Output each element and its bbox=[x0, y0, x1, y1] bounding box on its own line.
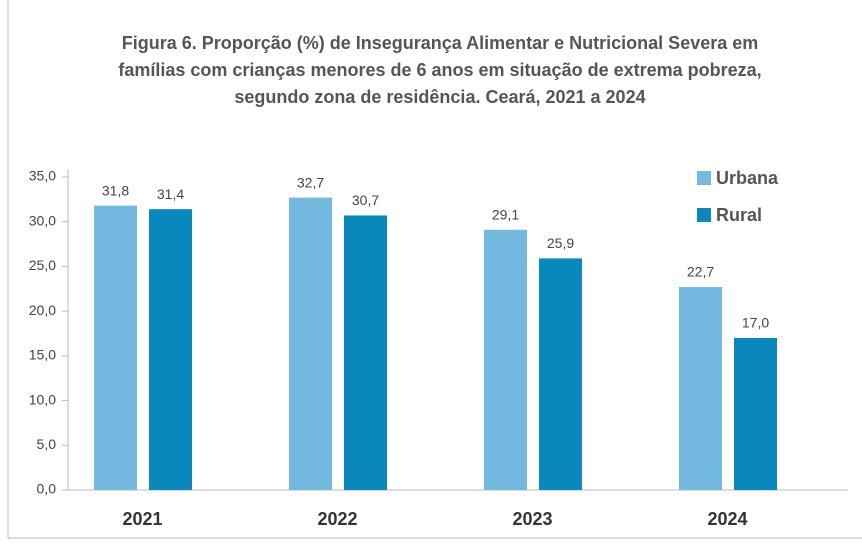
bar bbox=[344, 215, 387, 490]
data-label: 17,0 bbox=[742, 315, 769, 331]
legend-swatch bbox=[697, 208, 711, 222]
data-label: 31,8 bbox=[102, 182, 129, 198]
y-tick-label: 30,0 bbox=[29, 212, 56, 228]
x-tick-label: 2024 bbox=[707, 509, 747, 529]
bar bbox=[149, 209, 192, 491]
data-label: 30,7 bbox=[352, 192, 379, 208]
data-label: 29,1 bbox=[492, 206, 519, 222]
x-tick-label: 2023 bbox=[512, 509, 552, 529]
data-label: 22,7 bbox=[687, 264, 714, 280]
bar bbox=[539, 258, 582, 490]
bar bbox=[734, 337, 777, 490]
y-tick-label: 5,0 bbox=[37, 436, 57, 452]
y-tick-label: 20,0 bbox=[29, 302, 56, 318]
y-tick-label: 10,0 bbox=[29, 391, 56, 407]
chart-title: Figura 6. Proporção (%) de Insegurança A… bbox=[118, 33, 762, 107]
bar bbox=[289, 197, 332, 490]
data-label: 25,9 bbox=[547, 235, 574, 251]
bar bbox=[679, 286, 722, 490]
data-label: 32,7 bbox=[297, 174, 324, 190]
x-tick-label: 2022 bbox=[317, 509, 357, 529]
data-label: 31,4 bbox=[157, 186, 184, 202]
x-tick-label: 2021 bbox=[122, 509, 162, 529]
legend-label: Rural bbox=[716, 205, 762, 225]
y-tick-label: 35,0 bbox=[29, 168, 56, 184]
y-tick-label: 15,0 bbox=[29, 347, 56, 363]
legend-label: Urbana bbox=[716, 168, 779, 188]
y-tick-label: 25,0 bbox=[29, 257, 56, 273]
y-tick-label: 0,0 bbox=[37, 481, 57, 497]
legend-swatch bbox=[697, 171, 711, 185]
bar bbox=[484, 229, 527, 490]
bar bbox=[94, 205, 137, 491]
